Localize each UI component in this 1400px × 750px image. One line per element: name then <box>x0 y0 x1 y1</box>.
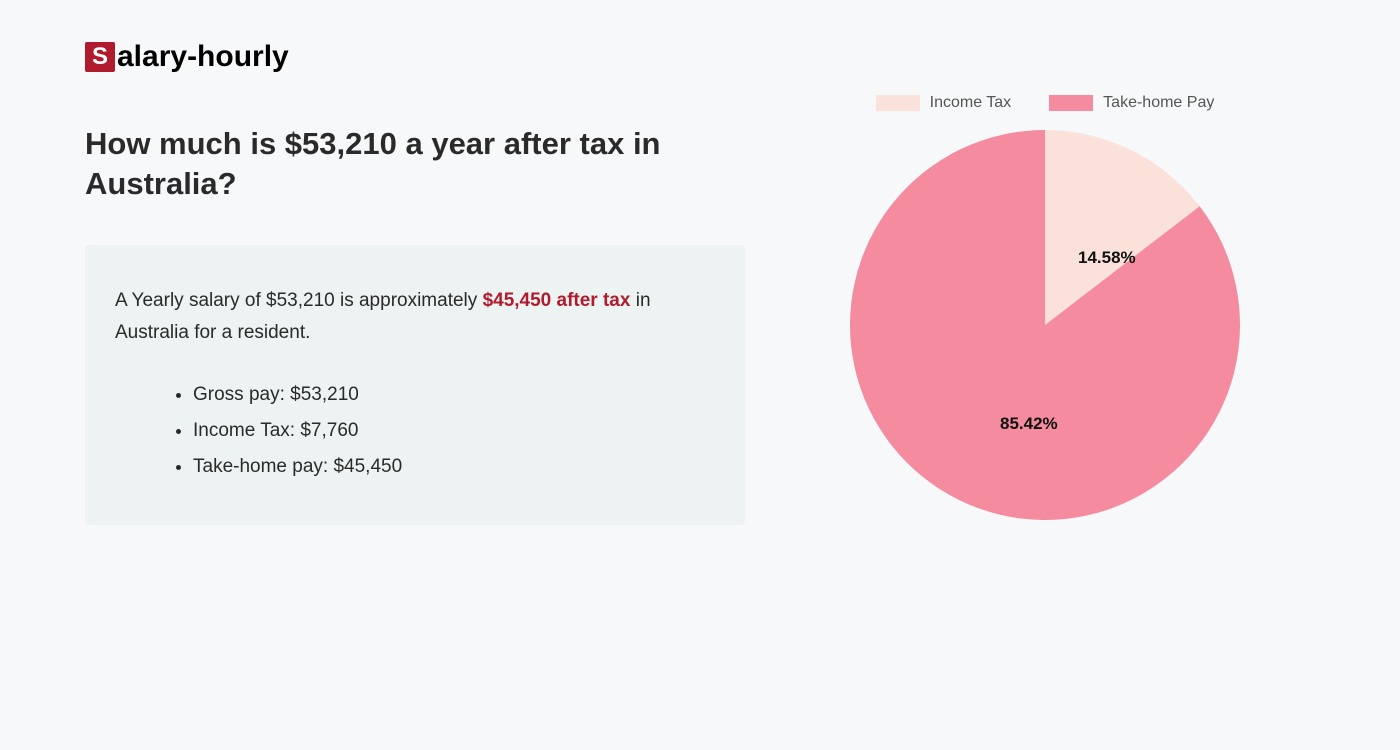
summary-paragraph: A Yearly salary of $53,210 is approximat… <box>115 285 715 350</box>
page-heading: How much is $53,210 a year after tax in … <box>85 124 745 205</box>
summary-box: A Yearly salary of $53,210 is approximat… <box>85 245 745 526</box>
slice-label-tax: 14.58% <box>1078 248 1136 268</box>
list-item: Income Tax: $7,760 <box>193 413 715 449</box>
list-item: Take-home pay: $45,450 <box>193 449 715 485</box>
legend-item-tax: Income Tax <box>876 94 1012 112</box>
legend-swatch-takehome <box>1049 95 1093 111</box>
summary-list: Gross pay: $53,210 Income Tax: $7,760 Ta… <box>115 377 715 485</box>
legend-label-tax: Income Tax <box>930 94 1012 112</box>
slice-label-takehome: 85.42% <box>1000 414 1058 434</box>
logo-badge: S <box>85 42 115 72</box>
left-column: How much is $53,210 a year after tax in … <box>85 124 745 525</box>
logo-text: alary-hourly <box>117 40 289 74</box>
legend-swatch-tax <box>876 95 920 111</box>
chart-column: Income Tax Take-home Pay 14.58% 85.42% <box>845 94 1245 525</box>
legend-label-takehome: Take-home Pay <box>1103 94 1214 112</box>
summary-highlight: $45,450 after tax <box>483 290 631 311</box>
legend-item-takehome: Take-home Pay <box>1049 94 1214 112</box>
summary-prefix: A Yearly salary of $53,210 is approximat… <box>115 290 483 311</box>
pie-svg <box>850 130 1240 520</box>
brand-logo: Salary-hourly <box>85 40 1315 74</box>
pie-chart: 14.58% 85.42% <box>850 130 1240 520</box>
main-content: How much is $53,210 a year after tax in … <box>85 124 1315 525</box>
chart-legend: Income Tax Take-home Pay <box>876 94 1215 112</box>
list-item: Gross pay: $53,210 <box>193 377 715 413</box>
